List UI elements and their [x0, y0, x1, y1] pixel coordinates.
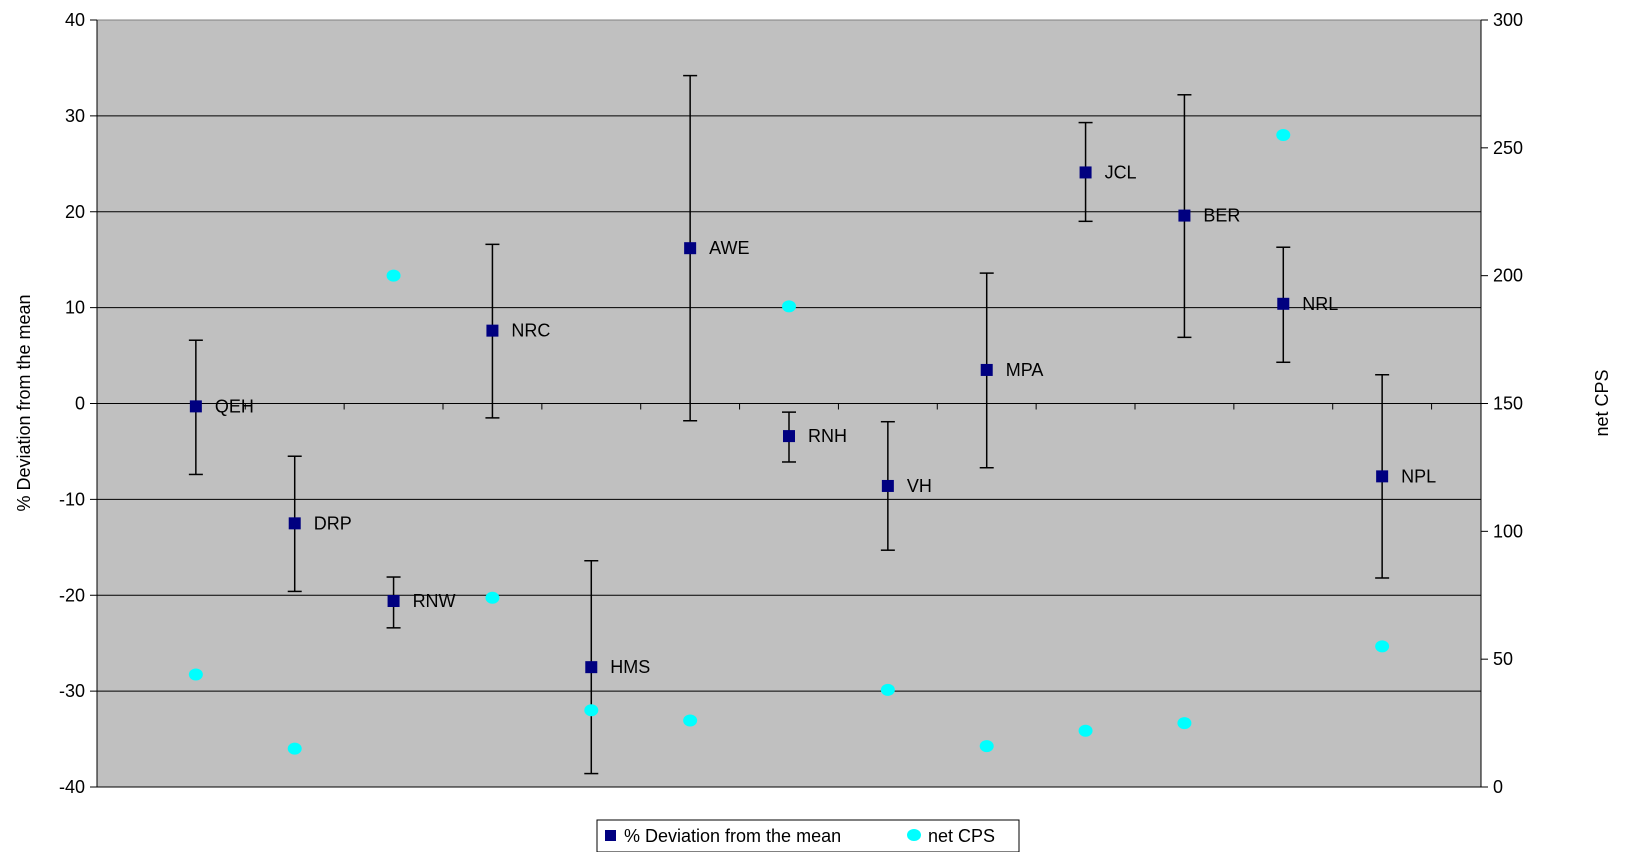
cps-point — [979, 740, 994, 753]
right-tick-label: 0 — [1493, 777, 1503, 797]
right-tick-label: 100 — [1493, 521, 1523, 541]
right-axis-title: net CPS — [1592, 369, 1612, 436]
point-label: RNH — [808, 426, 847, 446]
deviation-point — [288, 517, 301, 530]
left-tick-label: 10 — [65, 298, 85, 318]
deviation-point — [980, 363, 993, 376]
left-tick-label: 30 — [65, 106, 85, 126]
point-label: VH — [907, 476, 932, 496]
deviation-point — [189, 400, 202, 413]
cps-point — [584, 704, 599, 717]
deviation-point — [1277, 297, 1290, 310]
point-label: JCL — [1105, 162, 1137, 182]
deviation-point — [585, 661, 598, 674]
point-label: NPL — [1401, 466, 1436, 486]
left-tick-label: 0 — [75, 394, 85, 414]
cps-point — [1177, 717, 1192, 730]
right-axis-ticks: 0 50 100 150 200 250 300 — [1481, 10, 1523, 797]
point-labels: QEH DRP RNW NRC HMS AWE RNH VH MPA JCL BER NRL NPL — [215, 162, 1436, 677]
deviation-point — [486, 324, 499, 337]
point-label: NRC — [511, 321, 550, 341]
legend-deviation-label: % Deviation from the mean — [624, 826, 841, 846]
cps-point — [188, 668, 203, 681]
left-tick-label: -30 — [59, 681, 85, 701]
point-label: RNW — [413, 591, 456, 611]
deviation-points — [189, 166, 1389, 674]
cps-point — [287, 742, 302, 755]
right-tick-label: 150 — [1493, 394, 1523, 414]
right-tick-label: 250 — [1493, 138, 1523, 158]
left-tick-label: -40 — [59, 777, 85, 797]
point-label: QEH — [215, 396, 254, 416]
left-axis-title: % Deviation from the mean — [14, 294, 34, 511]
deviation-point — [881, 479, 894, 492]
point-label: MPA — [1006, 360, 1044, 380]
left-tick-label: 40 — [65, 10, 85, 30]
cps-point — [683, 714, 698, 727]
left-axis-ticks: -40 -30 -20 -10 0 10 20 30 40 — [59, 10, 97, 797]
deviation-point — [1079, 166, 1092, 179]
left-tick-label: -20 — [59, 585, 85, 605]
cps-point — [1078, 724, 1093, 737]
cps-points — [188, 129, 1390, 755]
left-tick-label: -10 — [59, 489, 85, 509]
point-label: NRL — [1302, 294, 1338, 314]
deviation-point — [1178, 209, 1191, 222]
legend-deviation-marker — [605, 830, 616, 841]
cps-point — [782, 300, 796, 313]
cps-point — [880, 683, 895, 696]
point-label: AWE — [709, 238, 749, 258]
cps-point — [1276, 129, 1291, 142]
deviation-point — [684, 242, 697, 255]
point-label: BER — [1203, 206, 1240, 226]
right-tick-label: 300 — [1493, 10, 1523, 30]
legend-cps-label: net CPS — [928, 826, 995, 846]
right-tick-label: 200 — [1493, 266, 1523, 286]
cps-point — [386, 269, 401, 282]
x-axis-ticks — [244, 403, 1433, 410]
point-label: HMS — [610, 657, 650, 677]
cps-point — [485, 591, 500, 604]
left-tick-label: 20 — [65, 202, 85, 222]
legend: % Deviation from the mean net CPS — [596, 819, 1020, 852]
deviation-point — [387, 595, 400, 608]
legend-cps-marker — [907, 829, 921, 841]
right-tick-label: 50 — [1493, 649, 1513, 669]
cps-point — [1375, 640, 1390, 653]
deviation-point — [783, 430, 795, 443]
deviation-point — [1376, 470, 1389, 483]
legend-box — [596, 819, 1020, 852]
point-label: DRP — [314, 513, 352, 533]
